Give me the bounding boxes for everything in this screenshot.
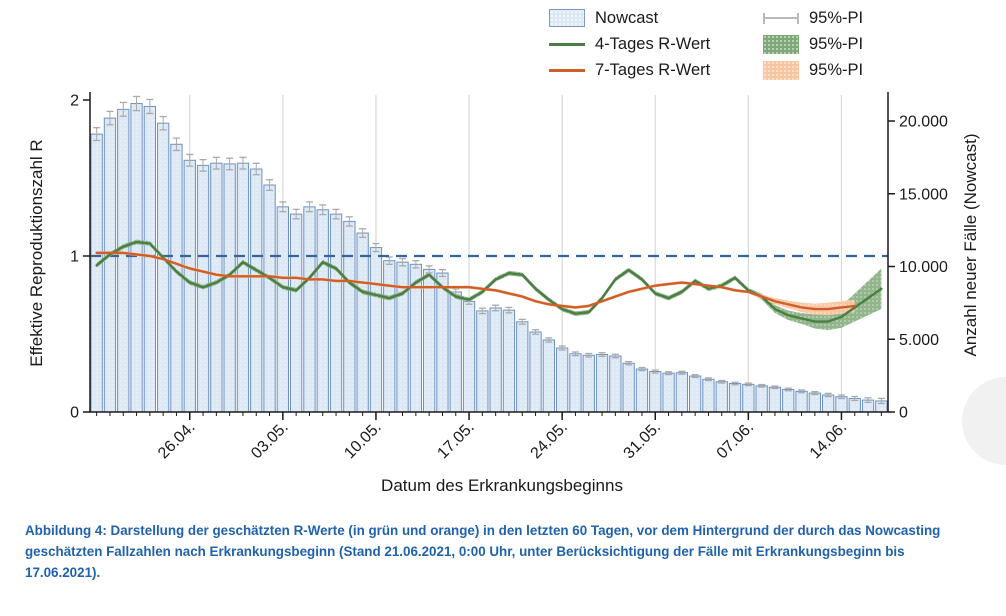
svg-text:0: 0	[899, 405, 908, 422]
y-axis-label-right: Anzahl neuer Fälle (Nowcast)	[961, 133, 980, 357]
legend-label-4day-r: 4-Tages R-Wert	[595, 34, 711, 53]
x-axis-label: Datum des Erkrankungsbeginns	[381, 476, 623, 495]
floating-widget-button[interactable]	[962, 377, 1006, 465]
rki-r-value-figure: 0 1 2 0 5.000 10.000 15.000 20.000 26.04. 03.05. 1…	[27, 5, 1006, 495]
orange-band-swatch-icon	[763, 60, 799, 80]
legend-label-7day-r: 7-Tages R-Wert	[595, 60, 711, 79]
legend-label-pi-green: 95%-PI	[809, 34, 864, 53]
legend-item-4day-r: 4-Tages R-Wert	[549, 31, 763, 57]
y-axis-label-left: Effektive Reproduktionszahl R	[27, 139, 46, 367]
axes-spines	[89, 92, 889, 413]
chart-legend: Nowcast 4-Tages R-Wert 7-Tages R-Wert 95…	[549, 5, 863, 83]
seven-day-r-line	[95, 251, 856, 311]
svg-text:20.000: 20.000	[899, 114, 948, 131]
legend-item-pi-orange: 95%-PI	[763, 57, 863, 83]
svg-text:15.000: 15.000	[899, 186, 948, 203]
svg-text:17.05.: 17.05.	[434, 419, 477, 462]
green-line-swatch-icon	[549, 42, 585, 46]
svg-text:2: 2	[70, 93, 79, 110]
svg-text:0: 0	[70, 405, 79, 422]
whisker-swatch-icon	[763, 12, 799, 24]
legend-item-7day-r: 7-Tages R-Wert	[549, 57, 763, 83]
legend-item-pi-green: 95%-PI	[763, 31, 863, 57]
nowcast-bars	[90, 103, 888, 413]
legend-label-pi-whisker: 95%-PI	[809, 8, 864, 27]
nowcast-pi-whiskers	[93, 95, 885, 405]
svg-text:10.000: 10.000	[899, 259, 948, 276]
legend-item-nowcast: Nowcast	[549, 5, 763, 31]
svg-text:24.05.: 24.05.	[528, 419, 571, 462]
chart-canvas: 0 1 2 0 5.000 10.000 15.000 20.000 26.04. 03.05. 1…	[70, 92, 1006, 465]
legend-item-pi-whisker: 95%-PI	[763, 5, 863, 31]
figure-caption: Abbildung 4: Darstellung der geschätzten…	[25, 523, 941, 580]
svg-text:1: 1	[70, 249, 79, 266]
svg-text:03.05.: 03.05.	[248, 419, 291, 462]
legend-column-2: 95%-PI 95%-PI 95%-PI	[763, 5, 863, 83]
legend-column-1: Nowcast 4-Tages R-Wert 7-Tages R-Wert	[549, 5, 763, 83]
svg-text:26.04.: 26.04.	[155, 419, 198, 462]
green-band-swatch-icon	[763, 34, 799, 54]
legend-label-pi-orange: 95%-PI	[809, 60, 864, 79]
svg-text:14.06.: 14.06.	[807, 419, 850, 462]
svg-text:5.000: 5.000	[899, 332, 939, 349]
legend-label-nowcast: Nowcast	[595, 8, 659, 27]
nowcast-swatch-icon	[549, 9, 585, 27]
svg-text:07.06.: 07.06.	[714, 419, 757, 462]
orange-line-swatch-icon	[549, 68, 585, 72]
svg-text:31.05.: 31.05.	[621, 419, 664, 462]
svg-text:10.05.: 10.05.	[341, 419, 384, 462]
